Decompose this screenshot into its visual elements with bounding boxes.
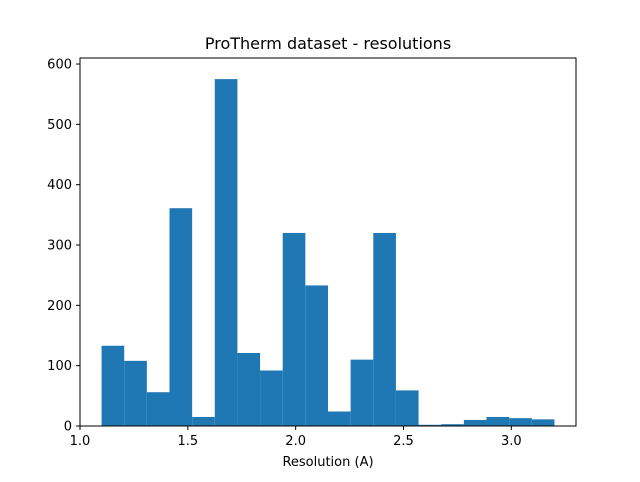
histogram-bar — [124, 360, 147, 426]
x-axis-label: Resolution (A) — [282, 455, 373, 470]
histogram-bar — [237, 353, 261, 426]
histogram-bar — [192, 416, 215, 426]
histogram-bar — [214, 79, 238, 427]
histogram-bar — [260, 370, 283, 426]
histogram-bar — [441, 424, 464, 426]
histogram-bar — [531, 419, 555, 426]
y-tick-label: 0 — [64, 420, 72, 435]
histogram-bar — [418, 424, 442, 426]
histogram-bar — [169, 208, 193, 426]
y-tick-label: 400 — [47, 178, 72, 193]
y-tick-label: 100 — [47, 359, 72, 374]
histogram-bar — [350, 359, 374, 426]
plot-frame — [79, 57, 577, 427]
x-tick-label: 2.5 — [393, 434, 414, 449]
histogram-bar — [101, 345, 125, 426]
bars-layer — [101, 79, 555, 427]
y-tick-label: 500 — [47, 118, 72, 133]
x-tick-label: 1.0 — [70, 434, 91, 449]
y-tick-label: 300 — [47, 239, 72, 254]
y-tick-label: 200 — [47, 299, 72, 314]
chart-title: ProTherm dataset - resolutions — [205, 34, 451, 53]
x-tick-label: 2.0 — [285, 434, 306, 449]
histogram-bar — [373, 232, 396, 426]
histogram-bar — [463, 419, 487, 426]
histogram-bar — [395, 390, 419, 426]
histogram-bar — [146, 392, 170, 426]
histogram-bar — [509, 418, 532, 426]
histogram-bar — [328, 411, 351, 426]
y-tick-label: 600 — [47, 58, 72, 73]
histogram-bar — [486, 416, 510, 426]
histogram-bar — [282, 232, 306, 426]
x-axis-ticks: 1.0 1.5 2.0 2.5 3.0 — [70, 426, 522, 449]
y-axis-ticks: 0 100 200 300 400 500 600 — [47, 58, 80, 435]
x-tick-label: 1.5 — [177, 434, 198, 449]
histogram-bar — [305, 285, 328, 426]
x-tick-label: 3.0 — [501, 434, 522, 449]
